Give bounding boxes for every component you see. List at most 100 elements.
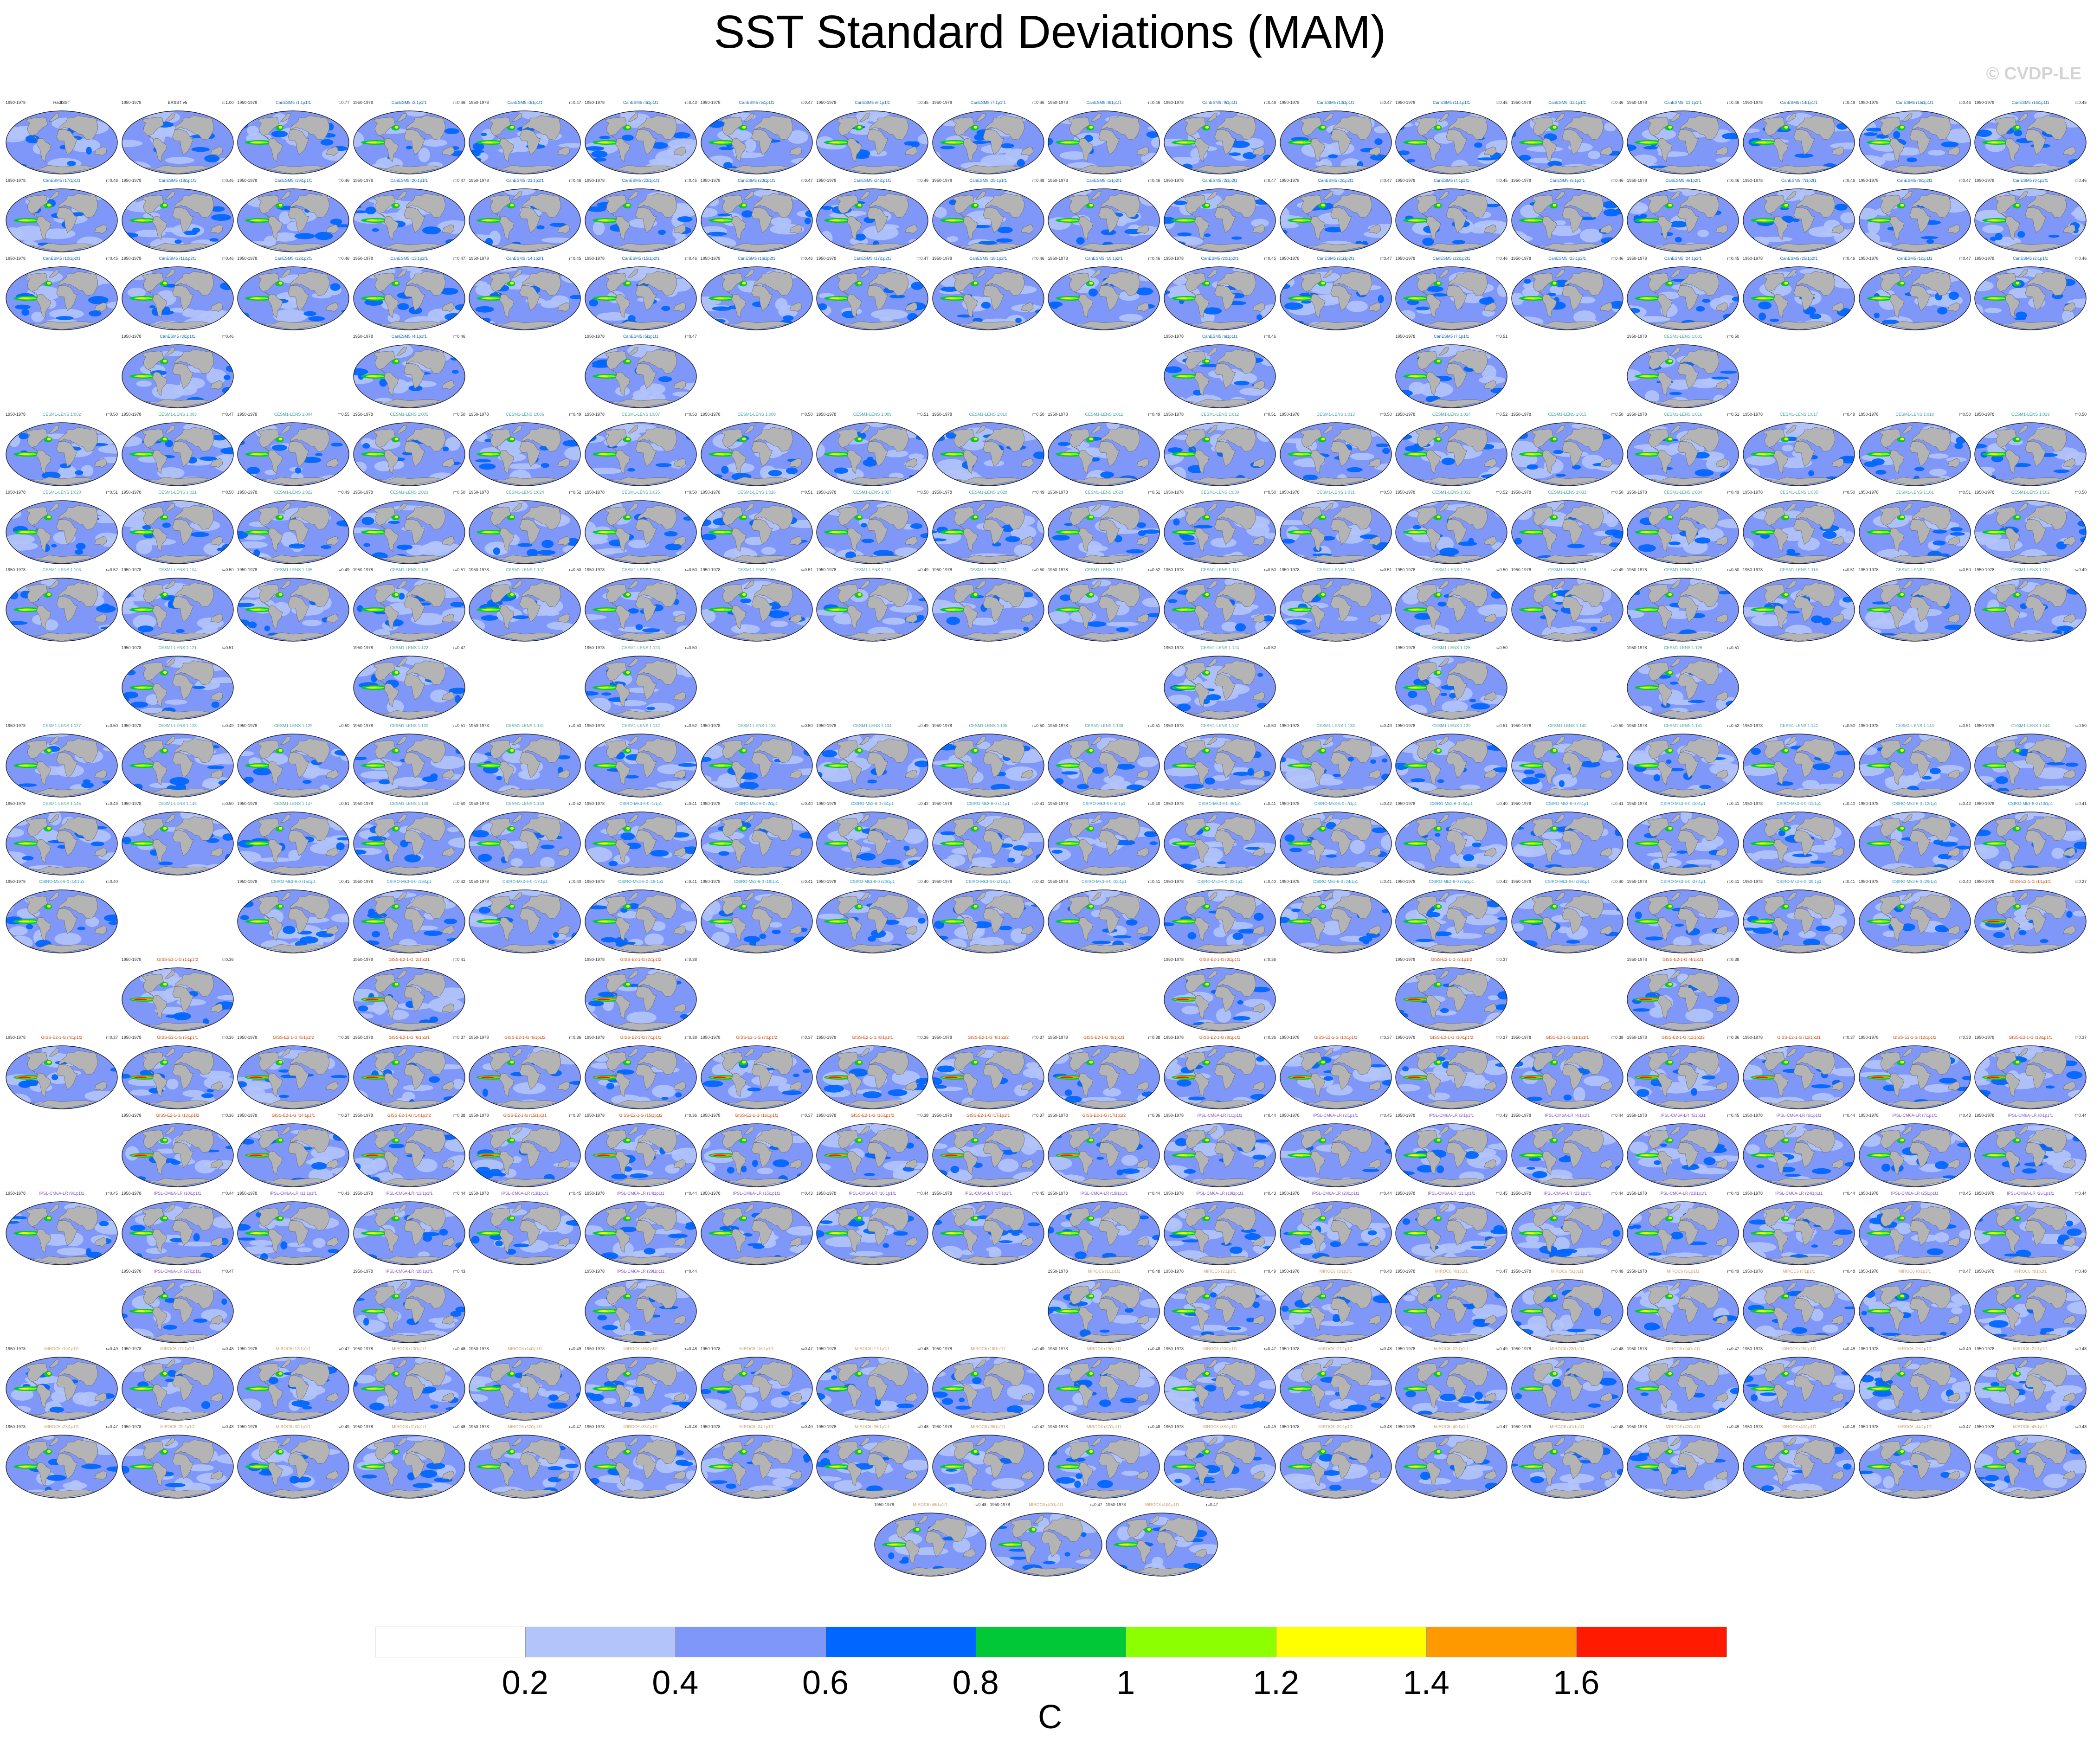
panel-pattern-correlation: r=0.37 bbox=[800, 1113, 813, 1118]
sst-field bbox=[1743, 1435, 1855, 1499]
sst-field bbox=[238, 422, 349, 486]
sst-field bbox=[1859, 890, 1971, 953]
panel-title: CanESM5 r2i1p1f1 bbox=[391, 100, 427, 105]
panel-pattern-correlation: r=0.47 bbox=[685, 334, 697, 339]
panel-period: 1950-1978 bbox=[469, 256, 489, 261]
sst-field bbox=[1859, 734, 1971, 798]
map-panel: 1950-1978 GISS-E2-1-G r5i1p1f1 r=0.36 bbox=[120, 1035, 236, 1114]
map-svg bbox=[1511, 422, 1623, 486]
panel-period: 1950-1978 bbox=[469, 1035, 489, 1040]
sst-field bbox=[238, 578, 349, 642]
panel-pattern-correlation: r=0.47 bbox=[800, 178, 813, 183]
map-panel: 1950-1978 CanESM5 r13i1p2f1 r=0.47 bbox=[351, 256, 467, 335]
panel-pattern-correlation: r=0.51 bbox=[1495, 723, 1508, 728]
sst-field bbox=[1396, 344, 1507, 408]
map-svg bbox=[1974, 1435, 2087, 1499]
panel-pattern-correlation: r=0.45 bbox=[1495, 100, 1508, 105]
panel-pattern-correlation: r=0.40 bbox=[800, 801, 813, 806]
map-panel: 1950-1978 IPSL-CM6A-LR r14i1p1f1 r=0.44 bbox=[583, 1191, 699, 1269]
panel-period: 1950-1978 bbox=[1974, 567, 1995, 573]
sst-field bbox=[932, 1435, 1044, 1499]
map-svg bbox=[6, 1357, 118, 1421]
panel-title: CESM1-LENS 1:011 bbox=[1085, 412, 1123, 417]
map-panel: 1950-1978 CanESM5 r7i1p2f1 r=0.46 bbox=[1741, 178, 1857, 257]
sst-field bbox=[1048, 266, 1160, 330]
panel-title: CESM1-LENS 1:115 bbox=[1432, 567, 1471, 573]
panel-pattern-correlation: r=0.51 bbox=[1379, 567, 1392, 573]
sst-field bbox=[1396, 734, 1507, 798]
map-panel: 1950-1978 CanESM5 r1i1p1f1 r=0.77 bbox=[235, 100, 351, 179]
map-panel: 1950-1978 CESM1-LENS 1:028 r=0.49 bbox=[930, 489, 1046, 568]
panel-pattern-correlation: r=0.48 bbox=[106, 178, 118, 183]
panel-pattern-correlation: r=0.44 bbox=[1379, 1191, 1392, 1196]
panel-pattern-correlation: r=0.50 bbox=[1843, 723, 1855, 728]
panel-period: 1950-1978 bbox=[1974, 1113, 1995, 1118]
panel-period: 1950-1978 bbox=[816, 1346, 837, 1352]
panel-period: 1950-1978 bbox=[816, 1113, 837, 1118]
panel-title: GISS-E2-1-G r15i1p1f2 bbox=[619, 1113, 663, 1118]
sst-field bbox=[701, 734, 812, 798]
panel-period: 1950-1978 bbox=[816, 1035, 837, 1040]
map-svg bbox=[585, 344, 697, 408]
panel-title: CanESM5 r20i1p2f1 bbox=[1201, 256, 1239, 261]
map-panel: 1950-1978 GISS-E2-1-G r15i1p1f1 r=0.37 bbox=[467, 1113, 583, 1191]
map-panel: 1950-1978 MIROC6 r47i1p1f1 r=0.47 bbox=[988, 1502, 1104, 1581]
panel-pattern-correlation: r=0.41 bbox=[1264, 801, 1276, 806]
panel-title: GISS-E2-1-G r4i1p1f1 bbox=[1662, 957, 1704, 962]
panel-title: CESM1-LENS 1:131 bbox=[506, 723, 544, 728]
map-svg bbox=[237, 188, 349, 252]
panel-title: MIROC6 r30i1p1f1 bbox=[276, 1424, 311, 1429]
panel-title: CanESM5 r4i1p1f1 bbox=[623, 100, 659, 105]
panel-period: 1950-1978 bbox=[585, 879, 605, 884]
panel-title: CESM1-LENS 1:111 bbox=[969, 567, 1007, 573]
map-panel: 1950-1978 CanESM5 r4i1p1f1 r=0.46 bbox=[351, 334, 467, 412]
panel-pattern-correlation: r=0.45 bbox=[1727, 256, 1739, 261]
sst-field bbox=[1859, 266, 1971, 330]
map-svg bbox=[1164, 1279, 1276, 1343]
map-svg bbox=[353, 1435, 465, 1499]
panel-pattern-correlation: r=0.50 bbox=[1032, 723, 1044, 728]
panel-pattern-correlation: r=0.50 bbox=[1495, 567, 1508, 573]
panel-title: CESM1-LENS 1:009 bbox=[853, 412, 892, 417]
map-svg bbox=[469, 500, 581, 564]
panel-pattern-correlation: r=0.45 bbox=[569, 256, 581, 261]
panel-pattern-correlation: r=0.49 bbox=[1495, 1346, 1508, 1352]
map-panel: 1950-1978 CESM1-LENS 1:030 r=0.50 bbox=[1162, 489, 1278, 568]
panel-pattern-correlation: r=0.46 bbox=[916, 178, 929, 183]
map-panel: 1950-1978 CESM1-LENS 1:132 r=0.52 bbox=[583, 723, 699, 802]
map-panel: 1950-1978 CanESM5 r16i1p2f1 r=0.46 bbox=[699, 256, 815, 335]
sst-field bbox=[932, 500, 1044, 564]
panel-title: CESM1-LENS 1:003 bbox=[158, 412, 197, 417]
panel-title: MIROC6 r16i1p1f1 bbox=[739, 1346, 774, 1352]
sst-field bbox=[1164, 111, 1275, 174]
panel-title: MIROC6 r4i1p1f1 bbox=[1435, 1269, 1468, 1274]
panel-period: 1950-1978 bbox=[1743, 489, 1763, 495]
sst-field bbox=[353, 1123, 465, 1187]
map-panel: 1950-1978 CanESM5 r2i1p2f1 r=0.47 bbox=[1162, 178, 1278, 257]
panel-pattern-correlation: r=0.36 bbox=[1148, 1113, 1160, 1118]
map-panel: 1950-1978 CESM1-LENS 1:006 r=0.49 bbox=[467, 412, 583, 490]
panel-pattern-correlation: r=0.47 bbox=[1090, 1502, 1102, 1507]
panel-period: 1950-1978 bbox=[1627, 1424, 1647, 1429]
map-svg bbox=[1974, 734, 2087, 798]
panel-period: 1950-1978 bbox=[1395, 1191, 1416, 1196]
panel-pattern-correlation: r=0.50 bbox=[453, 801, 465, 806]
map-svg bbox=[816, 889, 928, 953]
panel-title: IPSL-CM6A-LR r19i1p1f1 bbox=[1196, 1191, 1244, 1196]
panel-pattern-correlation: r=0.43 bbox=[800, 1191, 813, 1196]
map-panel: 1950-1978 CanESM5 r17i1p1f1 r=0.48 bbox=[4, 178, 120, 257]
panel-title: CESM1-LENS 1:125 bbox=[1432, 645, 1471, 650]
map-svg bbox=[1743, 266, 1855, 330]
map-panel: 1950-1978 CESM1-LENS 1:129 r=0.50 bbox=[235, 723, 351, 802]
panel-title: GISS-E2-1-G r13i1p1f2 bbox=[155, 1113, 200, 1118]
panel-period: 1950-1978 bbox=[1511, 879, 1531, 884]
colorbar-swatch bbox=[525, 1627, 676, 1657]
panel-pattern-correlation: r=0.49 bbox=[106, 1346, 118, 1352]
map-svg bbox=[700, 188, 813, 252]
panel-title: GISS-E2-1-G r15i1p1f1 bbox=[503, 1113, 547, 1118]
sst-field bbox=[1164, 344, 1275, 408]
panel-period: 1950-1978 bbox=[1974, 801, 1995, 806]
panel-pattern-correlation: r=0.47 bbox=[1379, 178, 1392, 183]
panel-period: 1950-1978 bbox=[121, 412, 142, 417]
panel-pattern-correlation: r=0.46 bbox=[1843, 178, 1855, 183]
